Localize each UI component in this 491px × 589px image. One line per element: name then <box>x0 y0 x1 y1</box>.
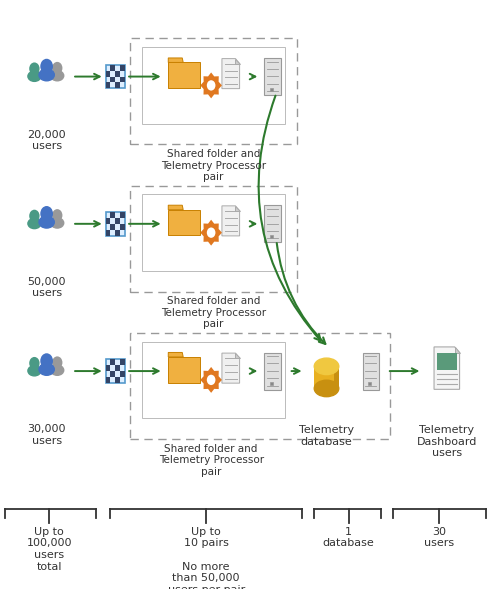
FancyBboxPatch shape <box>265 353 281 389</box>
Circle shape <box>40 353 53 369</box>
Text: 30
users: 30 users <box>424 527 455 548</box>
FancyBboxPatch shape <box>110 371 115 377</box>
FancyBboxPatch shape <box>168 62 200 88</box>
FancyBboxPatch shape <box>120 224 125 230</box>
FancyBboxPatch shape <box>120 212 125 218</box>
Polygon shape <box>222 206 240 236</box>
FancyBboxPatch shape <box>110 224 115 230</box>
Circle shape <box>52 62 62 74</box>
Ellipse shape <box>28 71 41 81</box>
Circle shape <box>29 357 40 369</box>
Circle shape <box>29 210 40 222</box>
Circle shape <box>52 356 62 369</box>
Ellipse shape <box>314 380 339 397</box>
Text: Shared folder and
Telemetry Processor
pair: Shared folder and Telemetry Processor pa… <box>161 149 266 182</box>
Text: 50,000
users: 50,000 users <box>27 277 66 299</box>
Ellipse shape <box>51 218 64 228</box>
FancyBboxPatch shape <box>120 371 125 377</box>
FancyBboxPatch shape <box>115 365 120 371</box>
FancyBboxPatch shape <box>120 359 125 365</box>
FancyBboxPatch shape <box>115 71 120 77</box>
Circle shape <box>207 375 216 385</box>
FancyBboxPatch shape <box>120 65 125 71</box>
FancyBboxPatch shape <box>110 359 115 365</box>
FancyBboxPatch shape <box>168 357 200 383</box>
Text: Up to
100,000
users
total: Up to 100,000 users total <box>27 527 72 571</box>
FancyBboxPatch shape <box>110 212 115 218</box>
Circle shape <box>207 227 216 238</box>
FancyBboxPatch shape <box>168 210 200 236</box>
Polygon shape <box>434 347 460 389</box>
Ellipse shape <box>51 71 64 81</box>
FancyBboxPatch shape <box>106 359 125 383</box>
FancyBboxPatch shape <box>106 65 125 88</box>
Polygon shape <box>455 347 460 353</box>
Text: 20,000
users: 20,000 users <box>27 130 66 151</box>
Polygon shape <box>200 367 222 393</box>
Text: 30,000
users: 30,000 users <box>27 424 66 446</box>
Polygon shape <box>236 59 240 64</box>
FancyBboxPatch shape <box>106 218 110 224</box>
FancyBboxPatch shape <box>110 65 115 71</box>
FancyBboxPatch shape <box>115 218 120 224</box>
Text: Shared folder and
Telemetry Processor
pair: Shared folder and Telemetry Processor pa… <box>161 296 266 329</box>
FancyBboxPatch shape <box>334 366 339 389</box>
Ellipse shape <box>39 363 55 375</box>
Polygon shape <box>222 59 240 88</box>
Circle shape <box>207 80 216 91</box>
Text: Telemetry
Dashboard
users: Telemetry Dashboard users <box>417 425 477 458</box>
Polygon shape <box>200 72 222 98</box>
FancyBboxPatch shape <box>106 212 125 236</box>
FancyBboxPatch shape <box>110 77 115 82</box>
FancyBboxPatch shape <box>115 82 120 88</box>
FancyBboxPatch shape <box>265 58 281 95</box>
FancyBboxPatch shape <box>106 365 110 371</box>
Polygon shape <box>200 220 222 246</box>
Ellipse shape <box>314 358 339 375</box>
FancyBboxPatch shape <box>115 377 120 383</box>
FancyBboxPatch shape <box>437 353 457 370</box>
FancyBboxPatch shape <box>368 382 371 385</box>
FancyBboxPatch shape <box>362 353 379 389</box>
Circle shape <box>40 206 53 221</box>
FancyBboxPatch shape <box>265 206 281 242</box>
Ellipse shape <box>39 69 55 81</box>
FancyBboxPatch shape <box>106 230 110 236</box>
FancyBboxPatch shape <box>270 235 273 238</box>
Ellipse shape <box>28 366 41 376</box>
FancyBboxPatch shape <box>270 88 273 91</box>
Polygon shape <box>236 353 240 358</box>
Text: Telemetry
database: Telemetry database <box>299 425 354 447</box>
Text: Shared folder and
Telemetry Processor
pair: Shared folder and Telemetry Processor pa… <box>159 444 264 477</box>
Ellipse shape <box>39 216 55 228</box>
Polygon shape <box>168 352 183 357</box>
FancyBboxPatch shape <box>106 82 110 88</box>
Ellipse shape <box>51 365 64 375</box>
Polygon shape <box>168 58 183 62</box>
FancyBboxPatch shape <box>270 382 273 385</box>
Text: Up to
10 pairs

No more
than 50,000
users per pair: Up to 10 pairs No more than 50,000 users… <box>167 527 245 589</box>
Circle shape <box>40 59 53 74</box>
FancyBboxPatch shape <box>106 71 110 77</box>
Ellipse shape <box>28 219 41 229</box>
Text: 1
database: 1 database <box>323 527 375 548</box>
FancyBboxPatch shape <box>120 77 125 82</box>
Circle shape <box>52 209 62 221</box>
Polygon shape <box>222 353 240 383</box>
Polygon shape <box>236 206 240 211</box>
FancyBboxPatch shape <box>314 366 339 389</box>
FancyBboxPatch shape <box>106 377 110 383</box>
Circle shape <box>29 62 40 75</box>
Polygon shape <box>168 205 183 210</box>
FancyBboxPatch shape <box>115 230 120 236</box>
